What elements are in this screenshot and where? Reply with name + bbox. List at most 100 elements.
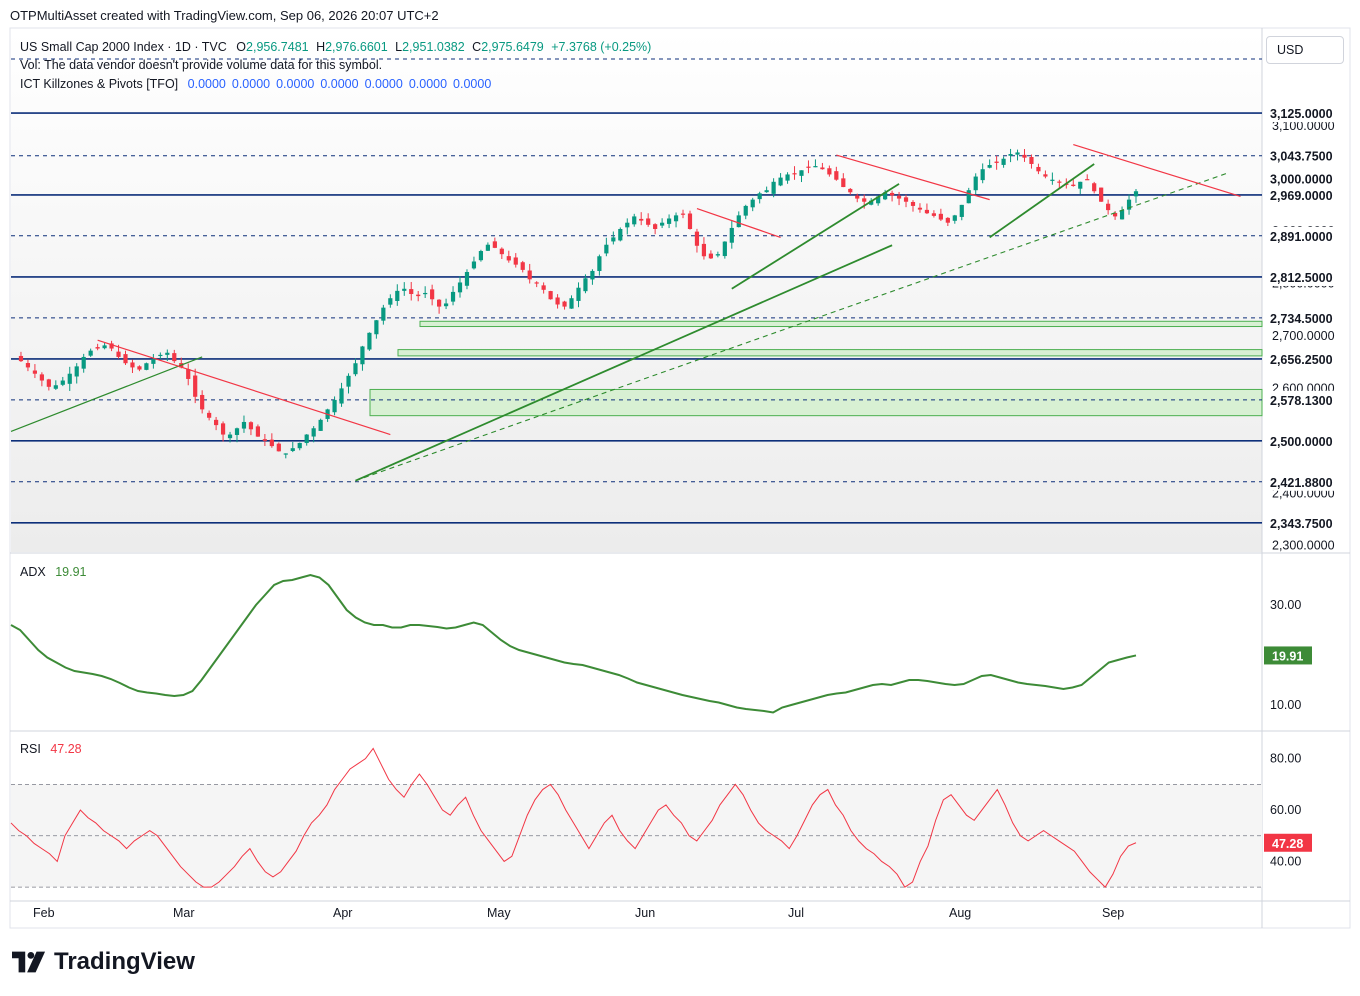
- candle-body: [896, 195, 902, 199]
- trendline-support: [355, 244, 893, 482]
- level-label-bg: [1263, 349, 1347, 368]
- candle-body: [53, 385, 58, 389]
- indicator-name: ICT Killzones & Pivots [TFO]: [20, 77, 179, 91]
- candle-body: [687, 213, 693, 229]
- candle-body: [241, 421, 247, 429]
- candle-body: [938, 213, 943, 220]
- x-tick-label: Mar: [173, 906, 195, 920]
- candle-body: [116, 351, 121, 357]
- trendline-resistance: [1073, 143, 1241, 198]
- candle-body: [855, 195, 860, 199]
- candle-body: [736, 215, 741, 228]
- fair-value-zone: [397, 349, 1263, 357]
- candle-body: [1071, 184, 1076, 186]
- candle-body: [353, 363, 358, 375]
- candle-body: [1099, 187, 1104, 202]
- change-value: +7.3768 (+0.25%): [551, 40, 652, 54]
- tradingview-logo[interactable]: TradingView: [12, 948, 195, 976]
- candle-body: [437, 299, 442, 307]
- high-value: 2,976.6601: [325, 40, 388, 54]
- level-label-bg: [1263, 308, 1347, 327]
- price-tick-label: 2,700.0000: [1272, 329, 1335, 343]
- candle-body: [172, 353, 177, 362]
- adx-value-badge: [1264, 646, 1312, 665]
- candle-body: [297, 442, 302, 449]
- level-label-bg: [1263, 267, 1347, 286]
- candle-body: [46, 379, 51, 387]
- candle-body: [757, 193, 762, 200]
- candle-body: [548, 291, 553, 300]
- indicator-value: 0.0000: [231, 77, 271, 91]
- currency-selector[interactable]: USD: [1266, 36, 1344, 64]
- candle-body: [332, 399, 337, 413]
- rsi-tick-label: 40.00: [1270, 854, 1301, 868]
- candle-body: [381, 307, 386, 321]
- candle-body: [255, 426, 261, 437]
- candle-body: [339, 388, 344, 404]
- adx-tick-label: 30.00: [1270, 598, 1301, 612]
- candle-body: [653, 224, 658, 229]
- candle-body: [1092, 183, 1097, 192]
- open-label: O: [236, 40, 247, 54]
- candle-body: [952, 215, 957, 221]
- candle-body: [360, 346, 365, 365]
- candle-body: [506, 256, 511, 261]
- rsi-legend: RSI 47.28: [20, 742, 82, 756]
- candle-body: [1022, 154, 1027, 158]
- candle-body: [541, 285, 546, 290]
- candle-body: [722, 241, 727, 257]
- indicator-value: 0.0000: [187, 77, 226, 91]
- x-tick-label: Feb: [33, 906, 55, 920]
- level-label: 2,578.1300: [1270, 394, 1333, 408]
- indicator-value: 0.0000: [364, 77, 403, 91]
- candle-body: [625, 222, 630, 228]
- level-label: 2,343.7500: [1270, 517, 1333, 531]
- level-label: 2,421.8800: [1270, 476, 1333, 490]
- close-value: 2,975.6479: [481, 40, 544, 54]
- indicator-value: 0.0000: [320, 77, 359, 91]
- candle-body: [423, 292, 428, 295]
- candle-body: [478, 251, 484, 261]
- candle-body: [227, 434, 233, 439]
- candle-body: [639, 218, 644, 221]
- fair-value-zone: [369, 388, 1263, 417]
- candle-body: [1015, 152, 1020, 155]
- candle-body: [1085, 179, 1090, 181]
- candle-body: [499, 248, 504, 255]
- candle-body: [186, 369, 191, 379]
- attribution-text: OTPMultiAsset created with TradingView.c…: [10, 8, 439, 23]
- adx-legend: ADX 19.91: [20, 565, 86, 579]
- rsi-value-badge: [1264, 833, 1312, 852]
- chart-frame: [9, 27, 1351, 929]
- candle-body: [151, 359, 156, 364]
- adx-tick-label: 10.00: [1270, 698, 1301, 712]
- candle-body: [876, 196, 881, 204]
- candle-body: [1001, 158, 1006, 165]
- candle-body: [311, 428, 316, 437]
- candle-body: [597, 256, 602, 271]
- candle-body: [1106, 203, 1111, 211]
- candle-body: [841, 178, 846, 188]
- candle-body: [666, 218, 672, 224]
- indicator-value: 0.0000: [453, 77, 492, 91]
- level-label-bg: [1263, 169, 1347, 188]
- level-label: 2,812.5000: [1270, 271, 1333, 285]
- trendline-resistance: [696, 207, 781, 238]
- adx-label: ADX: [20, 565, 46, 579]
- indicator-values: 0.0000 0.0000 0.0000 0.0000 0.0000 0.0000 0.00…: [182, 77, 492, 91]
- candle-body: [137, 366, 142, 370]
- level-label-bg: [1263, 431, 1347, 450]
- candle-body: [388, 298, 393, 305]
- level-label-bg: [1263, 146, 1347, 165]
- level-label: 2,969.0000: [1270, 189, 1333, 203]
- candle-body: [269, 439, 274, 447]
- price-pane-background: [11, 30, 1262, 552]
- x-tick-label: Sep: [1102, 906, 1124, 920]
- candle-body: [806, 166, 811, 168]
- candle-body: [604, 244, 609, 254]
- x-tick-label: Apr: [333, 906, 352, 920]
- symbol-legend: US Small Cap 2000 Index · 1D · TVC O2,95…: [20, 40, 651, 54]
- candle-body: [701, 243, 707, 257]
- indicator-value: 0.0000: [408, 77, 448, 91]
